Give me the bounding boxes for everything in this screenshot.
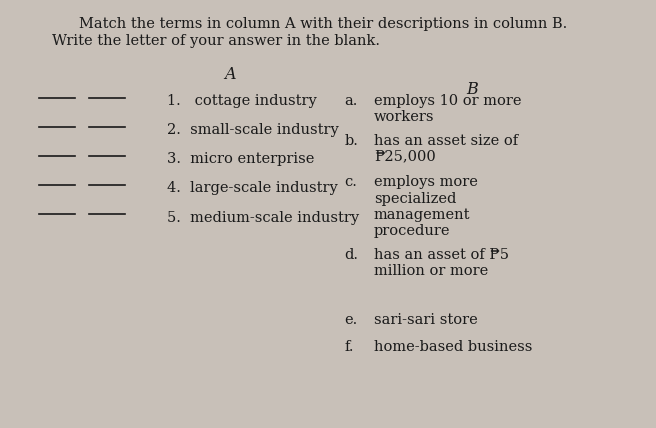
Text: employs more
specialized
management
procedure: employs more specialized management proc… (374, 175, 478, 238)
Text: A: A (224, 66, 236, 83)
Text: b.: b. (344, 134, 358, 148)
Text: 1.   cottage industry: 1. cottage industry (167, 94, 317, 108)
Text: 4.  large-scale industry: 4. large-scale industry (167, 181, 338, 196)
Text: f.: f. (344, 340, 354, 354)
Text: has an asset size of
₱25,000: has an asset size of ₱25,000 (374, 134, 518, 164)
Text: B: B (466, 81, 478, 98)
Text: d.: d. (344, 248, 358, 262)
Text: sari-sari store: sari-sari store (374, 313, 478, 327)
Text: 3.  micro enterprise: 3. micro enterprise (167, 152, 315, 166)
Text: has an asset of ₱5
million or more: has an asset of ₱5 million or more (374, 248, 509, 279)
Text: e.: e. (344, 313, 358, 327)
Text: 2.  small-scale industry: 2. small-scale industry (167, 123, 339, 137)
Text: employs 10 or more
workers: employs 10 or more workers (374, 94, 522, 125)
Text: home-based business: home-based business (374, 340, 532, 354)
Text: Match the terms in column A with their descriptions in column B.: Match the terms in column A with their d… (79, 17, 567, 31)
Text: 5.  medium-scale industry: 5. medium-scale industry (167, 211, 359, 225)
Text: Write the letter of your answer in the blank.: Write the letter of your answer in the b… (52, 34, 380, 48)
Text: c.: c. (344, 175, 358, 190)
Text: a.: a. (344, 94, 358, 108)
